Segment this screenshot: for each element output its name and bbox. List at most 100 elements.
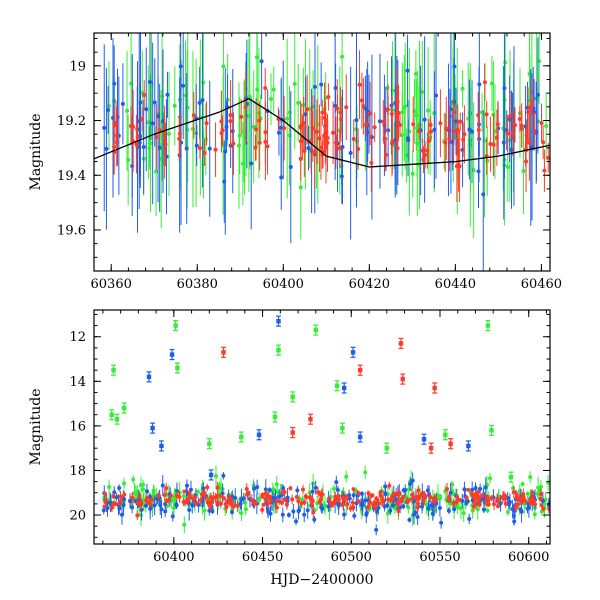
bottom-green-point xyxy=(133,491,138,496)
top-panel-y-axis-label: Magnitude xyxy=(28,113,44,190)
bottom-red-point xyxy=(421,499,426,504)
bottom-blue-point xyxy=(170,514,175,519)
top-blue-point xyxy=(259,59,264,64)
bottom-red-point xyxy=(202,491,207,496)
top-green-point xyxy=(489,81,494,86)
bottom-blue-point xyxy=(425,488,430,493)
bottom-red-point xyxy=(380,499,385,504)
bottom-red-point xyxy=(416,488,421,493)
bottom-red-point xyxy=(538,492,543,497)
bottom-blue-point xyxy=(105,506,110,511)
top-red-point xyxy=(257,140,262,145)
top-green-point xyxy=(237,133,242,138)
bottom-red-point xyxy=(282,497,287,502)
bottom-green-outlier-point xyxy=(111,367,116,373)
top-red-point xyxy=(305,107,310,112)
bottom-green-point xyxy=(485,508,490,513)
bottom-red-point xyxy=(445,486,450,491)
bottom-blue-outlier-point xyxy=(159,443,164,449)
bottom-red-point xyxy=(194,501,199,506)
bottom-red-point xyxy=(336,497,341,502)
bottom-red-point xyxy=(263,491,268,496)
bottom-green-point xyxy=(385,511,390,516)
bottom-blue-outlier-point xyxy=(276,318,281,324)
top-red-point xyxy=(420,148,425,153)
bottom-green-point xyxy=(455,505,460,510)
bottom-blue-outlier-point xyxy=(341,385,347,391)
top-green-point xyxy=(544,123,549,128)
bottom-green-point xyxy=(437,496,442,501)
bottom-red-point xyxy=(181,499,186,504)
top-red-point xyxy=(451,110,456,115)
bottom-green-outlier-point xyxy=(239,434,244,440)
bottom-green-point xyxy=(331,486,336,491)
bottom-red-point xyxy=(284,502,289,507)
bottom-red-point xyxy=(304,495,309,500)
top-blue-point xyxy=(156,114,161,119)
bottom-red-point xyxy=(370,493,375,498)
bottom-red-point xyxy=(260,494,265,499)
top-red-point xyxy=(325,135,330,140)
bottom-red-point xyxy=(386,497,391,502)
top-red-point xyxy=(447,136,452,141)
bottom-green-point xyxy=(151,488,156,493)
bottom-green-outlier-point xyxy=(340,425,345,431)
top-red-point xyxy=(239,114,244,119)
bottom-red-point xyxy=(521,494,526,499)
bottom-panel-y-axis-label: Magnitude xyxy=(28,388,44,465)
top-series-red xyxy=(112,50,550,203)
bottom-blue-point xyxy=(360,501,365,506)
top-red-point xyxy=(491,142,496,147)
bottom-red-outlier-point xyxy=(432,385,437,391)
top-red-point xyxy=(263,139,268,144)
bottom-red-point xyxy=(187,490,192,495)
bottom-red-point xyxy=(520,498,525,503)
top-x-tick-label: 60380 xyxy=(177,277,218,292)
bottom-blue-point xyxy=(143,503,148,508)
top-blue-point xyxy=(106,107,111,112)
top-red-point xyxy=(228,113,233,118)
bottom-red-point xyxy=(511,490,516,495)
bottom-red-point xyxy=(480,493,485,498)
bottom-red-point xyxy=(221,496,226,501)
bottom-red-point xyxy=(415,501,420,506)
top-red-point xyxy=(219,119,224,124)
bottom-green-point xyxy=(171,506,176,511)
bottom-red-point xyxy=(111,501,116,506)
bottom-red-point xyxy=(224,505,229,510)
bottom-red-point xyxy=(477,502,482,507)
top-red-point xyxy=(395,146,400,151)
bottom-blue-point xyxy=(187,508,192,513)
bottom-blue-outlier-point xyxy=(150,425,155,431)
bottom-red-point xyxy=(215,493,220,498)
bottom-red-point xyxy=(300,487,305,492)
bottom-blue-outlier-point xyxy=(357,434,363,440)
bottom-red-point xyxy=(446,498,451,503)
top-green-point xyxy=(503,60,508,65)
top-blue-point xyxy=(432,127,437,132)
bottom-blue-outlier-point xyxy=(350,350,356,355)
top-red-point xyxy=(357,82,362,87)
bottom-red-point xyxy=(514,492,519,497)
bottom-red-point xyxy=(122,492,127,497)
bottom-red-outlier-point xyxy=(290,430,295,435)
bottom-blue-point xyxy=(413,510,418,515)
top-red-point xyxy=(411,122,416,127)
bottom-red-point xyxy=(227,494,232,499)
top-x-tick-label: 60420 xyxy=(349,277,390,292)
bottom-blue-point xyxy=(336,502,341,507)
bottom-blue-point xyxy=(128,498,133,503)
bottom-blue-point xyxy=(286,513,291,518)
top-green-point xyxy=(400,132,405,137)
bottom-red-outlier-point xyxy=(221,350,226,355)
bottom-blue-point xyxy=(408,481,413,486)
top-red-point xyxy=(530,100,535,105)
bottom-red-point xyxy=(329,503,334,508)
bottom-blue-point xyxy=(407,517,412,522)
bottom-red-point xyxy=(515,502,520,507)
bottom-red-point xyxy=(489,496,494,501)
top-blue-point xyxy=(405,68,410,73)
top-blue-point xyxy=(249,161,254,166)
bottom-x-tick-label: 60400 xyxy=(153,550,194,565)
bottom-blue-point xyxy=(190,503,195,508)
